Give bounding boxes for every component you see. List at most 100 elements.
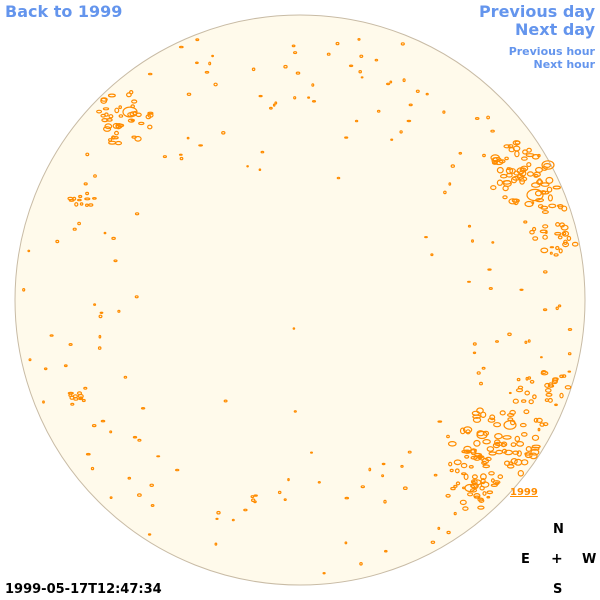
- contour-mark: [551, 379, 558, 385]
- contour-mark: [104, 123, 113, 130]
- contour-mark: [486, 115, 491, 120]
- contour-mark: [198, 144, 204, 147]
- contour-mark: [98, 334, 102, 339]
- contour-mark: [540, 356, 543, 359]
- contour-mark: [529, 452, 538, 460]
- contour-mark: [546, 186, 553, 193]
- contour-mark: [107, 93, 116, 98]
- contour-mark: [556, 204, 564, 208]
- contour-mark: [446, 434, 450, 439]
- contour-mark: [322, 572, 326, 575]
- contour-mark: [555, 306, 559, 311]
- compass-west-label: W: [582, 552, 597, 567]
- contour-mark: [400, 42, 405, 46]
- contour-mark: [76, 198, 82, 202]
- contour-mark: [540, 205, 549, 210]
- contour-mark: [195, 38, 200, 42]
- contour-mark: [488, 471, 495, 476]
- contour-mark: [140, 406, 146, 410]
- contour-mark: [518, 170, 527, 177]
- contour-mark: [467, 280, 472, 283]
- contour-mark: [253, 500, 257, 504]
- contour-mark: [100, 419, 106, 423]
- contour-mark: [368, 467, 372, 472]
- contour-mark: [545, 392, 553, 397]
- contour-mark: [113, 130, 119, 136]
- contour-mark: [113, 259, 118, 263]
- contour-mark: [98, 314, 103, 319]
- contour-mark: [108, 114, 114, 119]
- contour-mark: [460, 472, 467, 476]
- contour-mark: [243, 508, 248, 512]
- contour-mark: [472, 416, 482, 423]
- contour-mark: [293, 51, 298, 55]
- year-label[interactable]: 1999: [510, 487, 538, 498]
- contour-mark: [390, 138, 394, 141]
- contour-mark: [136, 493, 142, 497]
- contour-mark: [269, 106, 273, 110]
- contour-mark: [277, 490, 282, 495]
- contour-mark: [458, 151, 463, 155]
- contour-mark: [526, 188, 544, 202]
- contour-mark: [494, 481, 500, 485]
- contour-mark: [250, 498, 256, 503]
- contour-mark: [549, 246, 555, 249]
- contour-mark: [467, 492, 474, 497]
- contour-mark: [481, 366, 486, 370]
- previous-hour-link[interactable]: Previous hour: [508, 45, 595, 58]
- contour-mark: [90, 466, 95, 471]
- contour-mark: [502, 435, 512, 440]
- contour-mark: [147, 124, 153, 130]
- contour-mark: [469, 488, 478, 493]
- contour-mark: [557, 235, 563, 240]
- contour-mark: [473, 448, 477, 453]
- contour-mark: [510, 458, 518, 465]
- contour-mark: [272, 103, 276, 107]
- contour-mark: [85, 152, 90, 157]
- contour-mark: [541, 210, 549, 215]
- contour-mark: [523, 220, 528, 224]
- contour-mark: [251, 67, 256, 72]
- contour-mark: [93, 174, 97, 178]
- contour-mark: [287, 478, 290, 482]
- next-day-link[interactable]: Next day: [515, 20, 595, 39]
- contour-mark: [512, 450, 520, 455]
- contour-mark: [399, 130, 403, 134]
- contour-mark: [402, 78, 406, 83]
- contour-mark: [408, 103, 413, 107]
- contour-mark: [138, 121, 145, 126]
- contour-mark: [386, 82, 391, 86]
- contour-mark: [490, 478, 495, 483]
- contour-mark: [482, 430, 490, 436]
- contour-mark: [519, 422, 527, 428]
- contour-mark: [467, 224, 472, 228]
- contour-mark: [542, 422, 549, 427]
- contour-mark: [470, 455, 478, 460]
- contour-mark: [156, 455, 161, 458]
- contour-mark: [246, 165, 249, 168]
- contour-mark: [502, 195, 508, 200]
- contour-mark: [260, 150, 265, 154]
- contour-mark: [253, 494, 258, 497]
- compass-south-label: S: [553, 582, 563, 597]
- contour-mark: [147, 111, 154, 115]
- contour-mark: [516, 441, 525, 447]
- contour-mark: [42, 400, 45, 404]
- contour-mark: [496, 166, 504, 174]
- next-hour-link[interactable]: Next hour: [533, 58, 596, 71]
- contour-mark: [525, 376, 529, 381]
- contour-mark: [127, 476, 132, 480]
- contour-mark: [122, 106, 138, 118]
- back-to-year-link[interactable]: Back to 1999: [5, 2, 123, 21]
- contour-mark: [555, 221, 561, 227]
- contour-mark: [541, 160, 555, 170]
- contour-mark: [22, 287, 26, 292]
- contour-mark: [526, 171, 534, 177]
- contour-mark: [498, 159, 506, 164]
- contour-mark: [223, 399, 228, 403]
- contour-mark: [293, 96, 297, 100]
- contour-mark: [134, 135, 142, 142]
- contour-mark: [433, 473, 438, 477]
- contour-mark: [134, 212, 140, 216]
- previous-day-link[interactable]: Previous day: [478, 2, 595, 21]
